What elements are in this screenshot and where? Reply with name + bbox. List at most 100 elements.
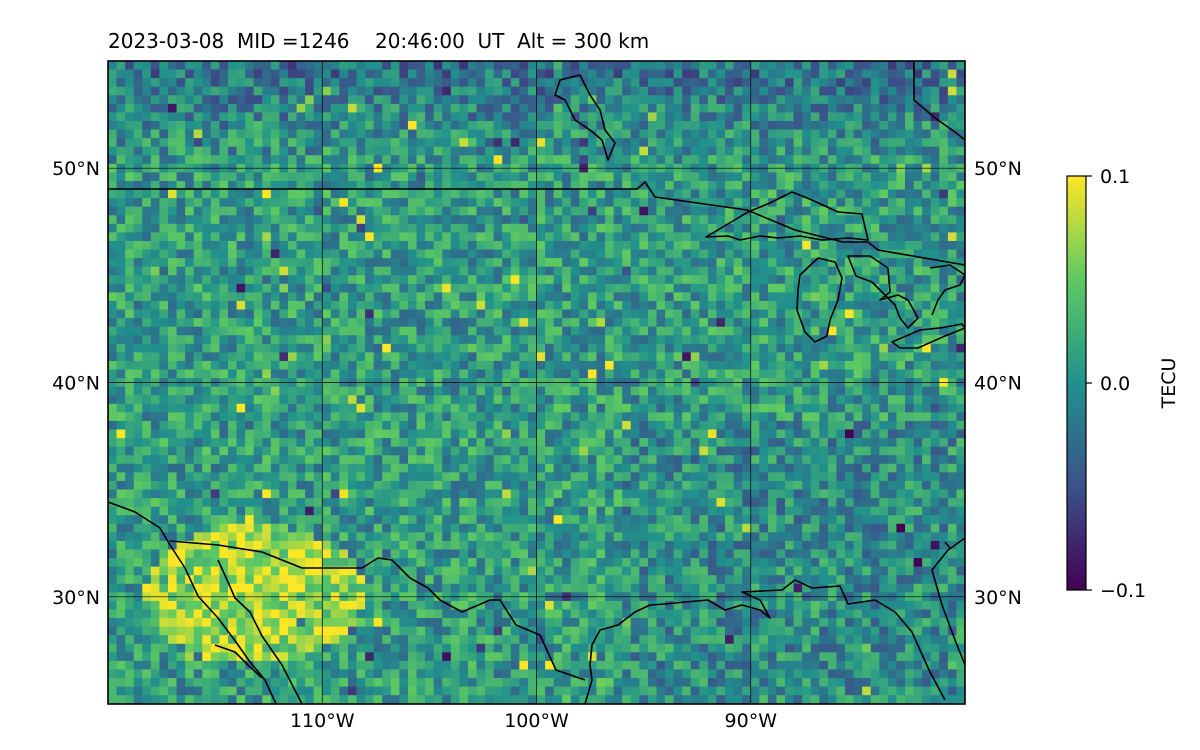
raster-cell (536, 420, 546, 431)
raster-cell (579, 155, 589, 165)
raster-cell (210, 386, 221, 396)
raster-cell (930, 266, 940, 276)
raster-cell (442, 463, 452, 473)
raster-cell (485, 283, 495, 293)
raster-cell (287, 61, 298, 71)
raster-cell (956, 78, 965, 88)
raster-cell (913, 180, 923, 191)
raster-cell (270, 266, 280, 276)
raster-cell (853, 249, 863, 259)
raster-cell (819, 326, 829, 336)
raster-cell (416, 403, 426, 413)
raster-cell (253, 352, 263, 362)
raster-cell (202, 455, 212, 465)
raster-cell (493, 266, 503, 276)
raster-cell (682, 198, 692, 208)
raster-cell (236, 309, 246, 319)
raster-cell (227, 412, 238, 422)
raster-cell (347, 258, 358, 268)
raster-cell (733, 309, 743, 319)
raster-cell (236, 412, 246, 422)
raster-cell (227, 386, 238, 396)
raster-cell (442, 420, 452, 431)
raster-cell (253, 266, 263, 276)
raster-cell (536, 318, 546, 328)
raster-cell (759, 215, 769, 225)
raster-cell (116, 352, 126, 362)
raster-cell (785, 472, 795, 482)
raster-cell (613, 463, 623, 473)
raster-cell (493, 455, 503, 465)
raster-cell (845, 352, 855, 362)
raster-cell (407, 395, 418, 405)
raster-cell (330, 369, 340, 379)
raster-cell (519, 61, 529, 71)
raster-cell (202, 155, 212, 165)
raster-cell (270, 215, 280, 225)
raster-cell (639, 480, 649, 491)
raster-cell (459, 403, 469, 413)
raster-cell (947, 61, 958, 71)
raster-cell (759, 360, 769, 371)
raster-cell (956, 472, 965, 482)
raster-cell (313, 300, 323, 311)
raster-cell (227, 326, 238, 336)
raster-cell (939, 395, 949, 405)
raster-cell (922, 189, 932, 199)
raster-cell (639, 335, 649, 345)
raster-cell (253, 472, 263, 482)
raster-cell (227, 309, 238, 319)
raster-cell (416, 215, 426, 225)
raster-cell (793, 232, 803, 242)
raster-cell (819, 189, 829, 199)
raster-cell (579, 61, 589, 71)
raster-cell (802, 112, 812, 122)
raster-cell (930, 112, 940, 122)
raster-cell (519, 386, 529, 396)
raster-cell (236, 360, 246, 371)
raster-cell (236, 283, 246, 293)
raster-cell (716, 300, 726, 311)
raster-cell (553, 232, 563, 242)
raster-cell (836, 103, 846, 114)
raster-cell (459, 189, 469, 199)
raster-cell (322, 292, 332, 302)
raster-cell (553, 146, 563, 156)
raster-cell (125, 78, 135, 88)
raster-cell (622, 480, 632, 491)
raster-cell (467, 240, 478, 251)
raster-cell (845, 86, 855, 96)
raster-cell (707, 61, 718, 71)
raster-cell (630, 455, 640, 465)
raster-cell (305, 240, 315, 251)
raster-cell (330, 292, 340, 302)
raster-cell (330, 360, 340, 371)
raster-cell (382, 155, 392, 165)
raster-cell (390, 215, 400, 225)
raster-cell (665, 232, 675, 242)
raster-cell (253, 335, 263, 345)
raster-cell (339, 180, 349, 191)
raster-cell (502, 395, 512, 405)
raster-cell (545, 146, 555, 156)
raster-cell (665, 103, 675, 114)
raster-cell (305, 86, 315, 96)
raster-cell (776, 300, 786, 311)
raster-cell (382, 455, 392, 465)
raster-cell (887, 206, 898, 216)
raster-cell (382, 112, 392, 122)
raster-cell (536, 69, 546, 79)
raster-cell (322, 360, 332, 371)
raster-cell (390, 275, 400, 285)
raster-cell (159, 206, 169, 216)
raster-cell (382, 429, 392, 439)
raster-cell (125, 395, 135, 405)
raster-cell (562, 266, 572, 276)
raster-cell (382, 446, 392, 456)
raster-cell (227, 352, 238, 362)
raster-cell (587, 395, 598, 405)
raster-cell (347, 292, 358, 302)
raster-cell (347, 78, 358, 88)
raster-cell (399, 326, 409, 336)
raster-cell (467, 180, 478, 191)
